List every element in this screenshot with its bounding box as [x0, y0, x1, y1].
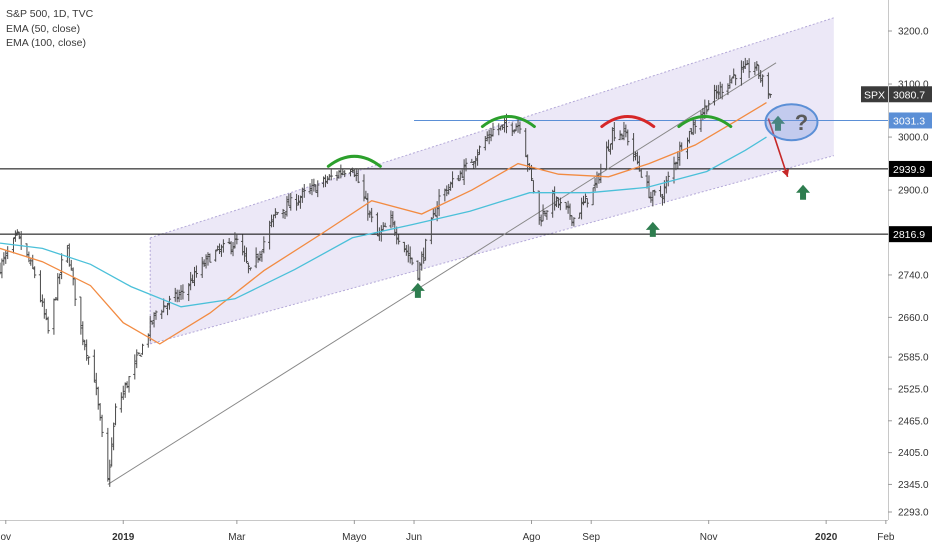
legend-ema100: EMA (100, close) [6, 37, 86, 49]
channel-fill [150, 17, 834, 344]
y-tick-label: 2740.0 [898, 270, 929, 281]
support-trendline [107, 62, 777, 485]
x-tick-label: 2020 [815, 532, 838, 543]
annotation-arc [326, 154, 382, 168]
x-tick-label: Mar [228, 532, 246, 543]
annotation-arc [480, 115, 536, 129]
y-tick-label: 2525.0 [898, 384, 929, 395]
price-label-value: 2939.9 [893, 164, 925, 176]
ema100-line [0, 136, 767, 308]
ema50-line [0, 102, 767, 345]
y-tick-label: 3100.0 [898, 80, 929, 91]
price-label-box [889, 226, 932, 243]
y-tick-label: 2465.0 [898, 416, 929, 427]
chart-title: S&P 500, 1D, TVC [6, 8, 94, 20]
annotation-arc [677, 115, 733, 129]
price-axis-panel [888, 0, 932, 520]
highlight-ellipse [764, 103, 819, 142]
y-tick-label: 3000.0 [898, 133, 929, 144]
price-label-box [889, 160, 932, 177]
price-label-value: 3080.7 [893, 89, 925, 101]
y-tick-label: 2293.0 [898, 508, 929, 519]
x-tick-label: Jun [406, 532, 422, 543]
x-tick-label: ov [0, 532, 11, 543]
y-tick-label: 2405.0 [898, 448, 929, 459]
price-bars [0, 57, 772, 487]
up-arrow-icon [796, 184, 811, 200]
price-label-box [889, 86, 932, 103]
x-tick-label: Feb [877, 532, 895, 543]
down-arrow-icon [781, 168, 790, 177]
y-tick-label: 2345.0 [898, 480, 929, 491]
annotation-arc [600, 115, 656, 129]
question-mark-label: ? [795, 110, 808, 135]
chart-legend: S&P 500, 1D, TVC EMA (50, close) EMA (10… [6, 7, 93, 51]
price-label-value: 2816.9 [893, 229, 925, 241]
symbol-label-box [861, 86, 888, 103]
symbol-label: SPX [864, 89, 885, 101]
up-arrow-icon [771, 115, 786, 131]
x-tick-label: Mayo [342, 532, 367, 543]
time-axis-panel [0, 520, 932, 550]
x-tick-label: Sep [582, 532, 600, 543]
x-tick-label: 2019 [112, 532, 135, 543]
x-tick-label: Nov [700, 532, 718, 543]
y-tick-label: 2900.0 [898, 186, 929, 197]
up-arrow-icon [645, 221, 660, 237]
y-tick-label: 2660.0 [898, 313, 929, 324]
legend-ema50: EMA (50, close) [6, 22, 81, 35]
price-label-box [889, 112, 932, 129]
y-tick-label: 3200.0 [898, 27, 929, 38]
y-tick-label: 2585.0 [898, 353, 929, 364]
x-tick-label: Ago [523, 532, 541, 543]
up-arrow-icon [410, 282, 425, 298]
price-label-value: 3031.3 [893, 115, 925, 127]
down-arrow-shaft [767, 118, 789, 178]
